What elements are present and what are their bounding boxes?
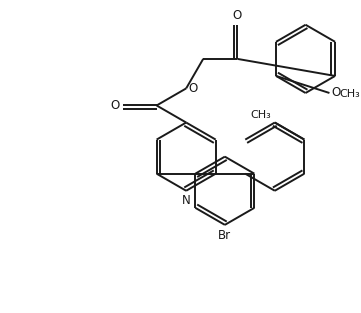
- Text: N: N: [182, 194, 191, 207]
- Text: O: O: [331, 86, 340, 100]
- Text: O: O: [110, 99, 119, 112]
- Text: CH₃: CH₃: [250, 110, 271, 120]
- Text: Br: Br: [218, 229, 231, 242]
- Text: O: O: [188, 82, 197, 95]
- Text: O: O: [233, 9, 242, 22]
- Text: CH₃: CH₃: [339, 89, 360, 99]
